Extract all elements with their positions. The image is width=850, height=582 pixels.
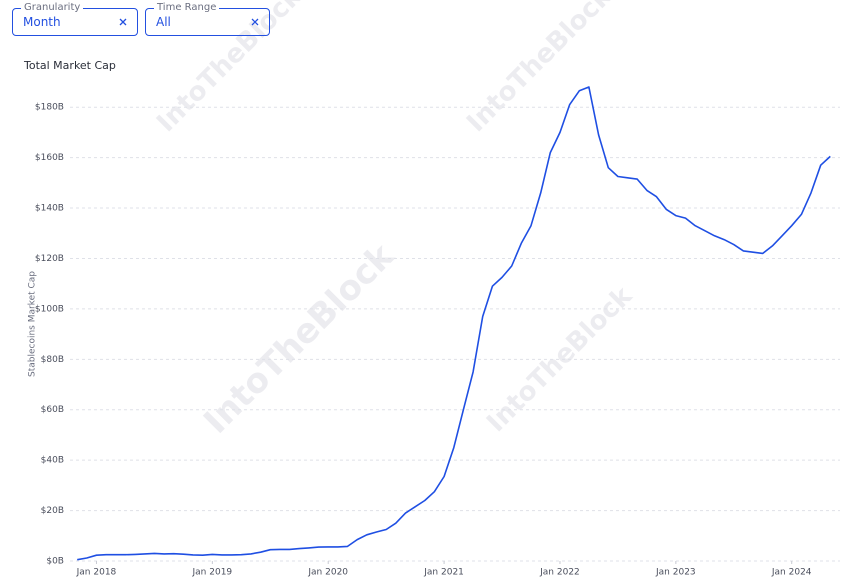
- y-tick-label: $80B: [41, 355, 64, 365]
- watermarks: IntoTheBlock IntoTheBlock IntoTheBlock I…: [151, 0, 638, 442]
- x-tick-label: Jan 2023: [655, 568, 696, 578]
- y-tick-label: $100B: [35, 304, 64, 314]
- y-tick-label: $40B: [41, 456, 64, 466]
- x-tick-label: Jan 2024: [771, 568, 812, 578]
- granularity-filter[interactable]: Granularity Month: [12, 1, 138, 36]
- filter-value: All: [156, 15, 171, 29]
- y-tick-label: $140B: [35, 204, 64, 214]
- y-tick-label: $60B: [41, 405, 64, 415]
- filter-label: Granularity: [21, 1, 84, 15]
- watermark: IntoTheBlock: [196, 235, 402, 441]
- data-line: [77, 86, 831, 561]
- x-tick-label: Jan 2018: [76, 568, 117, 578]
- x-tick-label: Jan 2020: [307, 568, 348, 578]
- x-tick-label: Jan 2019: [192, 568, 233, 578]
- time-range-filter[interactable]: Time Range All: [145, 1, 270, 36]
- clear-icon[interactable]: [119, 18, 127, 26]
- chart-title: Total Market Cap: [23, 59, 116, 72]
- x-tick-label: Jan 2021: [423, 568, 464, 578]
- x-tick-label: Jan 2022: [539, 568, 580, 578]
- y-tick-label: $180B: [35, 103, 64, 113]
- filter-label: Time Range: [154, 1, 220, 15]
- filter-value: Month: [23, 15, 61, 29]
- y-tick-label: $20B: [41, 506, 64, 516]
- y-axis-title: Stablecoins Market Cap: [28, 271, 38, 377]
- y-tick-label: $0B: [46, 557, 64, 567]
- y-tick-label: $160B: [35, 153, 64, 163]
- y-tick-label: $120B: [35, 254, 64, 264]
- clear-icon[interactable]: [251, 18, 259, 26]
